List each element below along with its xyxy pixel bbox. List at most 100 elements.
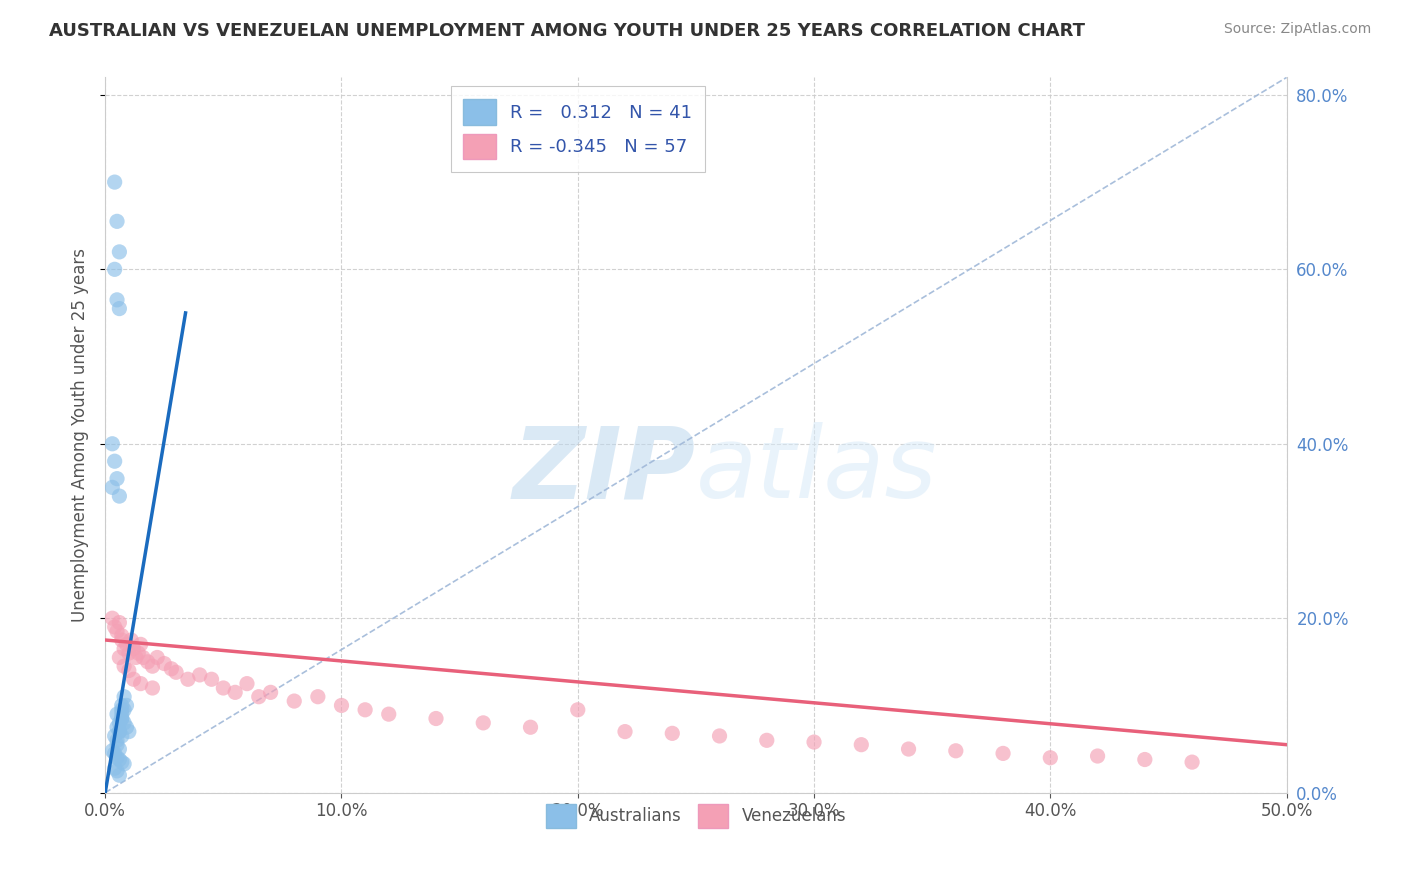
Legend: Australians, Venezuelans: Australians, Venezuelans <box>538 797 853 834</box>
Point <box>101 611 124 625</box>
Text: atlas: atlas <box>696 422 938 519</box>
Point <box>104 761 127 775</box>
Point <box>259 685 281 699</box>
Point <box>118 724 141 739</box>
Point <box>141 681 163 695</box>
Point <box>330 698 353 713</box>
Point <box>108 244 131 259</box>
Point <box>127 646 149 660</box>
Point <box>111 712 134 726</box>
Text: Source: ZipAtlas.com: Source: ZipAtlas.com <box>1223 22 1371 37</box>
Point <box>136 655 159 669</box>
Point <box>108 742 131 756</box>
Point <box>614 724 637 739</box>
Point <box>111 629 134 643</box>
Point <box>111 707 134 722</box>
Point <box>112 715 135 730</box>
Point <box>122 673 145 687</box>
Point <box>104 747 127 761</box>
Point <box>104 620 127 634</box>
Point <box>991 747 1014 761</box>
Point <box>111 633 134 648</box>
Point <box>111 698 134 713</box>
Point <box>851 738 873 752</box>
Point <box>120 633 142 648</box>
Point <box>425 712 447 726</box>
Point <box>1087 749 1109 764</box>
Point <box>105 707 128 722</box>
Point <box>200 673 222 687</box>
Point <box>112 756 135 771</box>
Point <box>105 293 128 307</box>
Point <box>165 665 187 680</box>
Point <box>247 690 270 704</box>
Point <box>111 703 134 717</box>
Point <box>519 720 541 734</box>
Point <box>101 480 124 494</box>
Point <box>104 262 127 277</box>
Y-axis label: Unemployment Among Youth under 25 years: Unemployment Among Youth under 25 years <box>72 248 89 622</box>
Point <box>108 724 131 739</box>
Point <box>129 676 152 690</box>
Point <box>709 729 731 743</box>
Point <box>112 690 135 704</box>
Point <box>111 712 134 726</box>
Point <box>118 664 141 678</box>
Point <box>129 637 152 651</box>
Point <box>125 650 148 665</box>
Point <box>105 624 128 639</box>
Point <box>112 703 135 717</box>
Point <box>101 436 124 450</box>
Point <box>104 729 127 743</box>
Point <box>236 676 259 690</box>
Point <box>177 673 200 687</box>
Point <box>111 755 134 769</box>
Point <box>111 729 134 743</box>
Point <box>803 735 825 749</box>
Point <box>115 720 138 734</box>
Point <box>146 650 169 665</box>
Point <box>283 694 305 708</box>
Point <box>153 657 176 671</box>
Point <box>115 698 138 713</box>
Point <box>105 733 128 747</box>
Point <box>108 650 131 665</box>
Point <box>104 175 127 189</box>
Point <box>472 715 495 730</box>
Point <box>108 752 131 766</box>
Point <box>105 738 128 752</box>
Point <box>108 301 131 316</box>
Point <box>108 489 131 503</box>
Point <box>945 744 967 758</box>
Point <box>112 659 135 673</box>
Point <box>132 650 155 665</box>
Point <box>105 764 128 778</box>
Point <box>112 641 135 656</box>
Point <box>108 715 131 730</box>
Point <box>101 744 124 758</box>
Point <box>212 681 235 695</box>
Point <box>755 733 778 747</box>
Point <box>160 662 183 676</box>
Point <box>122 641 145 656</box>
Point <box>354 703 377 717</box>
Point <box>377 707 399 722</box>
Point <box>1133 752 1156 766</box>
Point <box>188 668 211 682</box>
Point <box>108 768 131 782</box>
Point <box>897 742 920 756</box>
Point <box>105 720 128 734</box>
Point <box>307 690 329 704</box>
Point <box>661 726 683 740</box>
Point <box>567 703 589 717</box>
Point <box>108 615 131 630</box>
Point <box>1181 755 1204 769</box>
Text: AUSTRALIAN VS VENEZUELAN UNEMPLOYMENT AMONG YOUTH UNDER 25 YEARS CORRELATION CHA: AUSTRALIAN VS VENEZUELAN UNEMPLOYMENT AM… <box>49 22 1085 40</box>
Point <box>141 659 163 673</box>
Point <box>118 646 141 660</box>
Text: ZIP: ZIP <box>513 422 696 519</box>
Point <box>1039 751 1062 765</box>
Point <box>105 472 128 486</box>
Point <box>105 214 128 228</box>
Point <box>115 637 138 651</box>
